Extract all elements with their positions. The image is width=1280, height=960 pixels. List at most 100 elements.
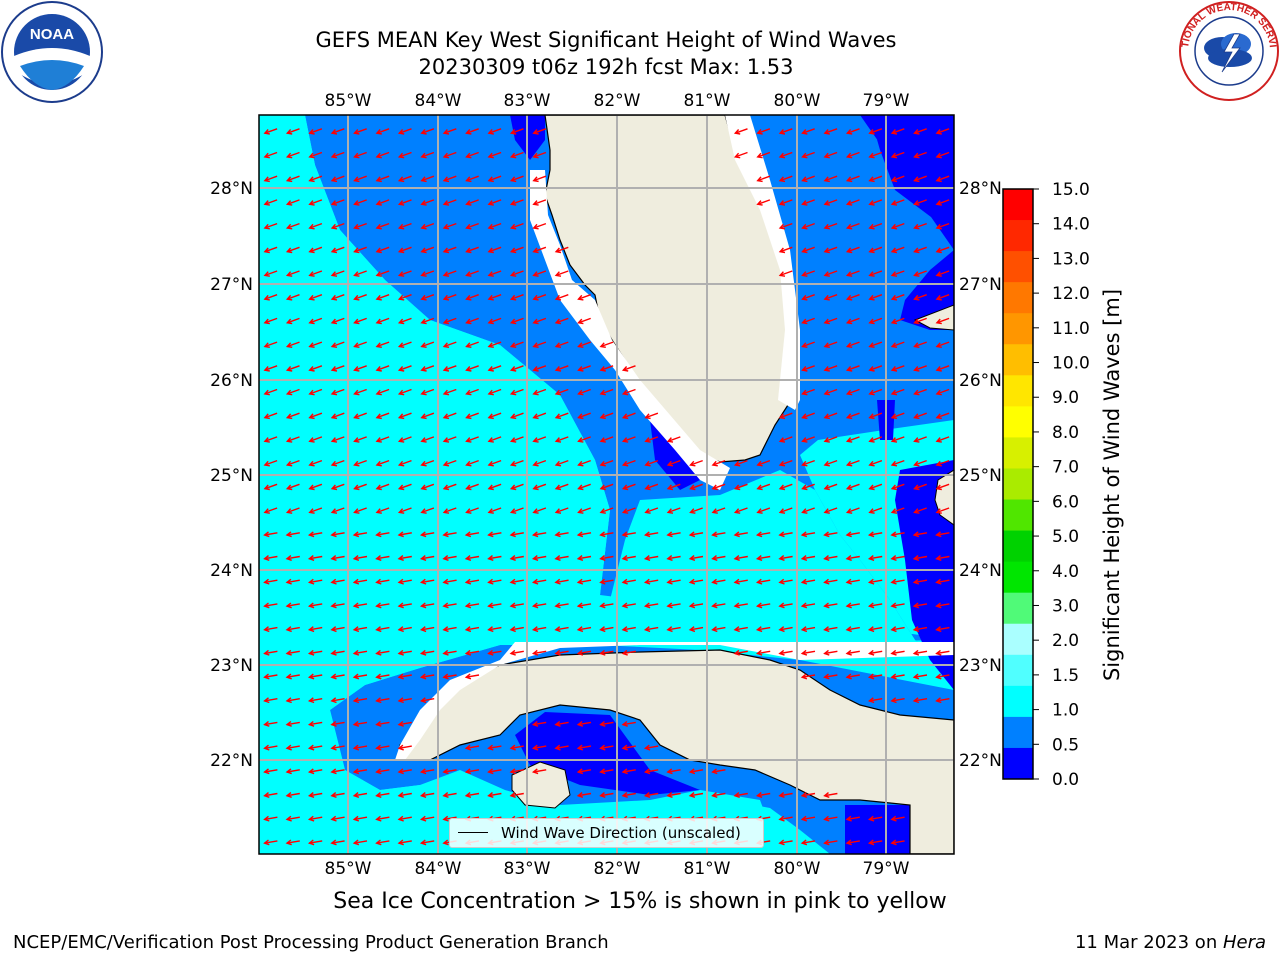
wave-direction-arrowhead bbox=[823, 815, 830, 822]
wave-direction-arrow bbox=[376, 840, 390, 844]
wave-direction-arrow bbox=[802, 128, 815, 134]
wave-direction-arrowhead bbox=[532, 294, 539, 301]
wave-direction-arrowhead bbox=[778, 578, 785, 585]
wave-direction-arrowhead bbox=[867, 815, 875, 822]
wave-direction-arrow bbox=[757, 128, 771, 134]
wave-direction-arrow bbox=[824, 341, 838, 348]
wave-direction-arrowhead bbox=[576, 792, 584, 798]
wave-direction-arrowhead bbox=[935, 247, 942, 254]
wave-direction-arrowhead bbox=[397, 437, 405, 443]
wave-direction-arrow bbox=[488, 555, 502, 560]
wave-direction-arrow bbox=[488, 603, 502, 607]
wave-direction-arrow bbox=[376, 365, 390, 371]
wave-direction-arrow bbox=[779, 579, 793, 584]
wave-direction-arrow bbox=[354, 151, 367, 158]
wave-direction-arrow bbox=[287, 365, 300, 371]
lat-label-left: 22°N bbox=[210, 751, 253, 771]
wave-direction-arrow bbox=[376, 317, 390, 324]
colorbar-ticks: 15.014.013.012.011.010.09.08.07.06.05.04… bbox=[1033, 180, 1090, 790]
wave-direction-arrow bbox=[466, 341, 479, 348]
wave-direction-arrow bbox=[824, 222, 838, 229]
wave-direction-arrow bbox=[398, 769, 412, 773]
wave-direction-arrow bbox=[354, 365, 367, 371]
wave-direction-arrow bbox=[936, 626, 950, 631]
wave-direction-arrow bbox=[757, 151, 771, 158]
wave-direction-arrow bbox=[891, 270, 905, 277]
wave-direction-arrowhead bbox=[599, 555, 606, 561]
wave-direction-arrowhead bbox=[308, 200, 315, 206]
wave-direction-arrowhead bbox=[621, 437, 629, 443]
wave-direction-arrowhead bbox=[464, 768, 472, 775]
wave-direction-arrow bbox=[533, 650, 547, 655]
wave-direction-arrow bbox=[600, 555, 614, 560]
wave-direction-arrow bbox=[533, 128, 547, 134]
wave-direction-arrow bbox=[690, 626, 704, 631]
wave-direction-arrowhead bbox=[800, 626, 808, 633]
wave-direction-arrow bbox=[511, 341, 524, 348]
wave-direction-arrowhead bbox=[756, 129, 763, 135]
wave-direction-arrowhead bbox=[778, 460, 786, 467]
wave-direction-arrow bbox=[376, 816, 390, 821]
wave-direction-arrowhead bbox=[890, 508, 898, 514]
wave-direction-arrowhead bbox=[263, 602, 270, 609]
wave-direction-arrow bbox=[331, 412, 345, 419]
wave-direction-arrow bbox=[264, 507, 278, 514]
wave-direction-arrow bbox=[533, 341, 547, 348]
wave-direction-arrowhead bbox=[845, 294, 853, 301]
wave-direction-arrow bbox=[891, 151, 905, 158]
colorbar-segment bbox=[1003, 654, 1033, 687]
wave-direction-arrow bbox=[354, 222, 367, 229]
wave-direction-arrow bbox=[779, 199, 793, 205]
wave-direction-arrow bbox=[466, 222, 479, 229]
wave-direction-arrowhead bbox=[352, 531, 360, 538]
wave-direction-arrowhead bbox=[778, 413, 786, 420]
wave-direction-arrow bbox=[555, 246, 569, 253]
wave-direction-arrow bbox=[354, 745, 368, 749]
wave-direction-arrowhead bbox=[733, 531, 740, 538]
wave-direction-arrowhead bbox=[397, 342, 405, 348]
wave-direction-arrowhead bbox=[285, 720, 292, 727]
wave-direction-arrowhead bbox=[644, 413, 651, 420]
wave-direction-arrowhead bbox=[599, 389, 606, 396]
wave-direction-arrowhead bbox=[733, 508, 741, 514]
wave-direction-arrowhead bbox=[465, 413, 472, 420]
wave-direction-arrow bbox=[555, 555, 569, 560]
wave-direction-arrow bbox=[623, 436, 636, 442]
wave-direction-arrow bbox=[914, 507, 927, 514]
wave-direction-arrowhead bbox=[509, 555, 516, 561]
noaa-logo-text: NOAA bbox=[30, 26, 74, 43]
wave-direction-arrowhead bbox=[554, 744, 561, 751]
wave-direction-arrow bbox=[309, 650, 323, 655]
wave-direction-arrowhead bbox=[800, 839, 808, 846]
wave-direction-arrow bbox=[555, 412, 569, 419]
colorbar-tick-label: 11.0 bbox=[1052, 319, 1090, 339]
colorbar-segment bbox=[1003, 716, 1033, 749]
wave-direction-arrowhead bbox=[330, 626, 337, 633]
wave-direction-arrowhead bbox=[711, 508, 718, 514]
wave-direction-arrow bbox=[824, 128, 838, 134]
wave-direction-arrowhead bbox=[733, 129, 741, 135]
colorbar-tick-label: 8.0 bbox=[1052, 423, 1079, 443]
wave-direction-arrowhead bbox=[532, 152, 539, 159]
wave-direction-arrow bbox=[488, 175, 502, 182]
wave-direction-arrowhead bbox=[778, 176, 786, 183]
wave-direction-arrow bbox=[399, 412, 412, 419]
wave-direction-arrow bbox=[936, 246, 950, 253]
wave-direction-arrowhead bbox=[756, 176, 763, 183]
wave-direction-arrow bbox=[578, 483, 591, 490]
wave-direction-arrow bbox=[578, 507, 591, 514]
lat-label-right: 22°N bbox=[959, 751, 1002, 771]
wave-direction-arrowhead bbox=[935, 294, 942, 301]
wave-direction-arrow bbox=[309, 555, 323, 560]
lon-label-top: 80°W bbox=[774, 91, 821, 111]
wave-direction-arrowhead bbox=[733, 152, 741, 159]
wave-direction-arrow bbox=[869, 507, 883, 514]
wave-direction-arrowhead bbox=[644, 484, 651, 491]
wave-direction-arrowhead bbox=[576, 720, 584, 727]
wave-direction-arrow bbox=[309, 270, 323, 277]
wave-direction-arrow bbox=[331, 674, 345, 678]
wave-direction-arrow bbox=[331, 698, 345, 702]
map-frame bbox=[258, 114, 955, 855]
wave-direction-arrow bbox=[891, 816, 905, 821]
wave-direction-arrowhead bbox=[487, 460, 494, 467]
